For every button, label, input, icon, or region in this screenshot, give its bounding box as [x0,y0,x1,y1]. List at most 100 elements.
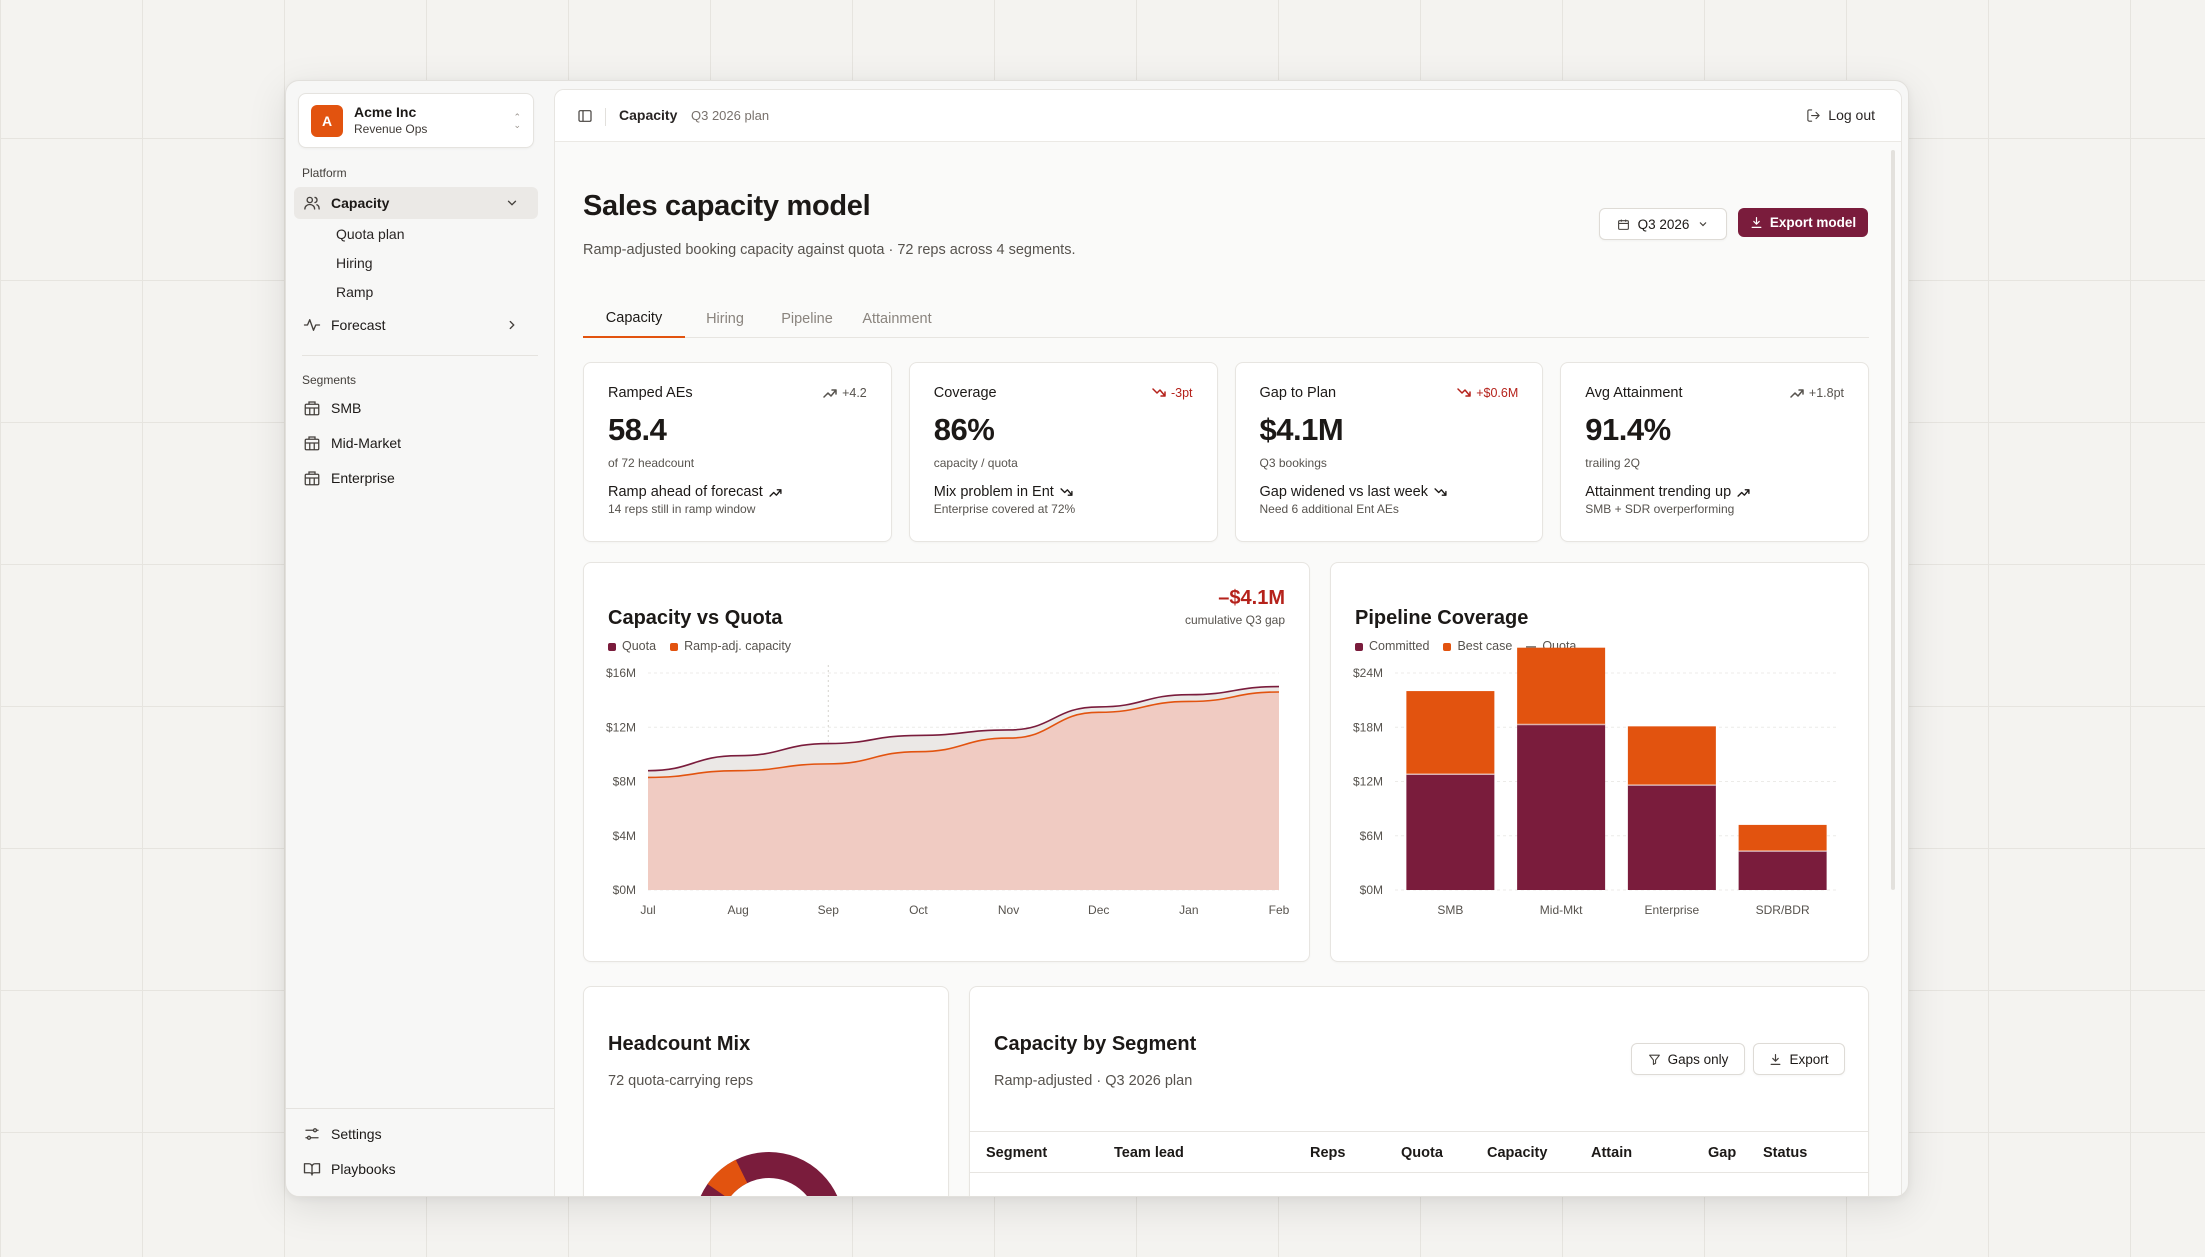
sidebar-subitem-hiring[interactable]: Hiring [336,255,373,271]
donut-segment-secondary [707,1159,748,1196]
y-tick-label: $12M [606,720,636,734]
quota-line [647,685,1280,772]
download-icon [1751,217,1762,228]
bar-committed [1627,785,1716,890]
kpi-subnote: SMB + SDR overperforming [1585,502,1735,516]
main-panel: Capacity Q3 2026 plan Log out Sales capa… [554,89,1902,1196]
sidebar-toggle-icon[interactable] [577,108,593,124]
x-tick-label: Aug [727,903,748,917]
y-tick-label: $6M [1360,829,1383,843]
breadcrumb[interactable]: Capacity [619,107,678,123]
tab-capacity[interactable]: Capacity [583,300,685,338]
sidebar-item-capacity[interactable]: Capacity [294,187,538,219]
y-tick-label: $12M [1353,775,1383,789]
gaps-only-label: Gaps only [1667,1051,1729,1067]
trend-down-icon [1457,388,1471,397]
kpi-subnote: Enterprise covered at 72% [933,502,1076,516]
trend-down-icon [1152,388,1166,397]
trend-up-icon [1790,389,1804,398]
sidebar-subitem-quota-plan[interactable]: Quota plan [336,226,405,242]
col-gap[interactable]: Gap [1708,1145,1737,1161]
col-team-lead[interactable]: Team lead [1114,1145,1184,1161]
legend-committed: Committed [1355,639,1429,653]
sidebar-item-settings[interactable]: Settings [294,1118,538,1150]
sidebar-item-label: Forecast [331,317,386,333]
kpi-card: Avg Attainment +1.8pt 91.4% trailing 2Q Atta… [1560,362,1869,542]
tab-attainment[interactable]: Attainment [862,311,932,327]
scrollbar[interactable] [1891,150,1895,890]
sidebar-item-label: Capacity [331,195,390,211]
tab-bar: Capacity Hiring Pipeline Attainment [583,300,1869,338]
top-bar: Capacity Q3 2026 plan Log out [555,90,1901,142]
bar-best-case [1627,726,1716,786]
donut-segment-primary [700,1152,838,1196]
export-model-button[interactable]: Export model [1738,208,1868,237]
y-tick-label: $16M [606,666,636,680]
period-label: Q3 2026 [1637,216,1690,232]
headcount-donut-chart [700,1152,838,1196]
sidebar-item-smb[interactable]: SMB [294,392,538,424]
col-reps[interactable]: Reps [1310,1145,1346,1161]
building-icon [304,471,320,486]
x-tick-label: Oct [909,903,928,917]
pipeline-bar-chart: $24M $18M $12M $6M $0M SMB Mid-Mkt Enterprise SD… [1353,647,1838,917]
legend-best-case: Best case [1443,639,1512,653]
x-tick-label: Mid-Mkt [1540,903,1583,917]
gap-value: –$4.1M [1218,587,1285,609]
x-tick-label: SMB [1437,903,1463,917]
kpi-label: Gap to Plan [1259,385,1337,401]
org-switcher[interactable]: A Acme Inc Revenue Ops ⌃ ⌄ [298,93,534,148]
col-attain[interactable]: Attain [1591,1145,1633,1161]
col-status[interactable]: Status [1763,1145,1808,1161]
sidebar: A Acme Inc Revenue Ops ⌃ ⌄ Platform Capac… [286,81,554,1196]
kpi-value: 58.4 [608,412,667,447]
chevron-down-icon [1699,222,1707,227]
capacity-vs-quota-card: Capacity vs Quota Quota Ramp-adj. capaci… [583,562,1310,962]
activity-icon [303,319,321,331]
headcount-title: Headcount Mix [608,1033,751,1055]
kpi-note: Ramp ahead of forecast [608,484,782,500]
kpi-label: Avg Attainment [1585,385,1683,401]
kpi-card: Ramped AEs +4.2 58.4 of 72 headcount Ramp ah… [583,362,892,542]
gaps-only-button[interactable]: Gaps only [1631,1043,1745,1075]
sidebar-divider [302,355,538,356]
logout-button[interactable]: Log out [1806,107,1875,123]
kpi-label: Ramped AEs [608,385,693,401]
settings-sliders-icon [305,1128,319,1140]
segment-table-subtitle: Ramp-adjusted · Q3 2026 plan [994,1073,1193,1089]
col-quota[interactable]: Quota [1401,1145,1443,1161]
headcount-subtitle: 72 quota-carrying reps [608,1073,754,1089]
col-capacity[interactable]: Capacity [1487,1145,1548,1161]
kpi-card: Gap to Plan +$0.6M $4.1M Q3 bookings Gap wid… [1234,362,1544,542]
chart-legend: Quota Ramp-adj. capacity [608,639,791,653]
table-export-button[interactable]: Export [1753,1043,1845,1075]
period-select[interactable]: Q3 2026 [1599,208,1727,240]
kpi-label: Coverage [933,385,997,401]
book-open-icon [303,1163,321,1176]
x-tick-label: Jan [1179,903,1198,917]
breadcrumb-sub: Q3 2026 plan [691,108,770,123]
sidebar-item-playbooks[interactable]: Playbooks [294,1153,538,1185]
kpi-value: 91.4% [1585,412,1671,447]
y-tick-label: $4M [613,829,636,843]
x-tick-label: Jul [640,903,655,917]
bar-committed [1738,851,1827,890]
segments-label: Segments [302,373,357,387]
sidebar-item-forecast[interactable]: Forecast [294,309,538,341]
sidebar-item-enterprise[interactable]: Enterprise [294,462,538,494]
platform-label: Platform [302,166,347,180]
y-tick-label: $8M [613,775,636,789]
bar-best-case [1738,824,1827,852]
sidebar-subitem-ramp[interactable]: Ramp [336,284,374,300]
gap-label: cumulative Q3 gap [1184,613,1285,627]
sidebar-item-mid-market[interactable]: Mid-Market [294,427,538,459]
x-tick-label: Nov [998,903,1019,917]
kpi-value: $4.1M [1259,412,1344,447]
tab-hiring[interactable]: Hiring [706,311,744,327]
kpi-note: Mix problem in Ent [934,484,1073,500]
tab-pipeline[interactable]: Pipeline [781,311,833,327]
logout-label: Log out [1828,107,1875,123]
col-segment[interactable]: Segment [986,1145,1048,1161]
kpi-delta: +$0.6M [1457,386,1518,400]
kpi-caption: capacity / quota [933,456,1018,470]
